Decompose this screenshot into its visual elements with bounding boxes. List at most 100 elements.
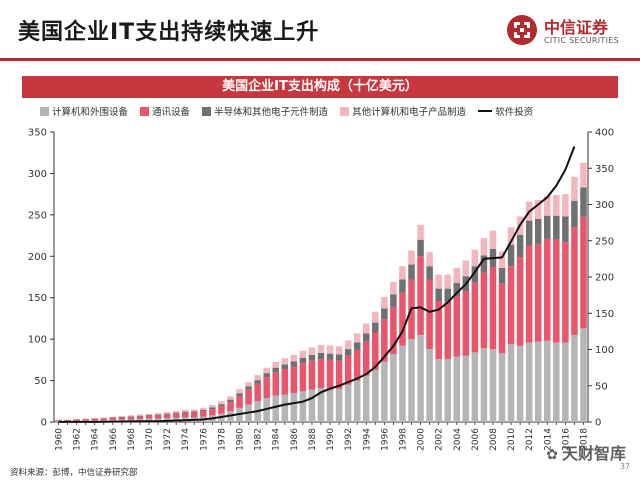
bar-segment-series-1 bbox=[181, 412, 189, 418]
page-number: 37 bbox=[619, 462, 630, 471]
watermark-text: 天财智库 bbox=[561, 444, 626, 463]
bar-segment-series-1 bbox=[236, 396, 243, 408]
y-left-tick-label: 300 bbox=[28, 169, 47, 180]
x-tick-label: 2006 bbox=[471, 428, 481, 451]
bar-segment-series-0 bbox=[553, 342, 560, 422]
bar-segment-series-1 bbox=[489, 267, 497, 350]
bar-segment-series-0 bbox=[326, 389, 334, 422]
bar-segment-series-1 bbox=[399, 292, 406, 346]
page-title: 美国企业IT支出持续快速上升 bbox=[18, 20, 320, 45]
y-left-tick-label: 100 bbox=[28, 335, 47, 346]
legend-label-computers: 计算机和外围设备 bbox=[52, 107, 129, 118]
bar-segment-series-1 bbox=[453, 296, 461, 357]
bar-segment-series-3 bbox=[127, 415, 135, 417]
bar-segment-series-1 bbox=[507, 266, 515, 345]
bar-segment-series-3 bbox=[417, 224, 424, 240]
y-right-tick-label: 50 bbox=[595, 381, 608, 392]
bar-segment-series-0 bbox=[417, 335, 424, 422]
bar-segment-series-1 bbox=[525, 245, 533, 343]
bar-segment-series-3 bbox=[562, 194, 569, 217]
bar-segment-series-3 bbox=[544, 195, 551, 216]
bar-segment-series-3 bbox=[444, 274, 451, 289]
bar-segment-series-0 bbox=[534, 341, 542, 422]
watermark: ✿ 天财智库 bbox=[546, 440, 626, 464]
y-right-tick-label: 350 bbox=[595, 164, 614, 175]
legend-label-software: 软件投资 bbox=[495, 107, 534, 118]
x-tick-label: 1990 bbox=[326, 428, 336, 451]
bar-segment-series-1 bbox=[480, 272, 488, 349]
legend-item-communications: 通讯设备 bbox=[140, 104, 190, 118]
bar-segment-series-3 bbox=[435, 274, 442, 289]
bar-segment-series-1 bbox=[272, 372, 280, 396]
x-tick-label: 1984 bbox=[272, 428, 282, 451]
bar-segment-series-0 bbox=[227, 411, 234, 422]
bar-segment-series-0 bbox=[444, 359, 451, 422]
bar-segment-series-1 bbox=[471, 282, 479, 353]
legend-item-other-electronics: 其他计算机和电子产品制造 bbox=[340, 104, 466, 118]
bar-segment-series-2 bbox=[525, 220, 533, 246]
bar-segment-series-1 bbox=[353, 349, 361, 381]
bar-segment-series-2 bbox=[408, 264, 415, 280]
bar-segment-series-3 bbox=[326, 345, 334, 354]
bar-segment-series-0 bbox=[462, 355, 470, 422]
y-left-tick-label: 350 bbox=[28, 128, 47, 139]
bar-segment-series-2 bbox=[181, 411, 189, 413]
bar-segment-series-1 bbox=[390, 306, 397, 355]
bar-segment-series-0 bbox=[507, 344, 515, 422]
x-tick-label: 1994 bbox=[362, 428, 372, 451]
bar-segment-series-1 bbox=[362, 341, 370, 376]
bar-segment-series-2 bbox=[516, 234, 524, 258]
legend-item-computers: 计算机和外围设备 bbox=[40, 104, 128, 118]
bar-segment-series-3 bbox=[498, 251, 506, 268]
bar-segment-series-3 bbox=[290, 354, 298, 362]
bar-segment-series-0 bbox=[525, 342, 533, 422]
bar-segment-series-3 bbox=[181, 409, 189, 412]
bar-segment-series-2 bbox=[118, 416, 126, 418]
bar-segment-series-0 bbox=[498, 353, 506, 422]
x-tick-label: 1988 bbox=[308, 428, 318, 451]
bar-segment-series-3 bbox=[254, 375, 261, 381]
y-right-tick-label: 0 bbox=[595, 418, 601, 429]
bar-segment-series-3 bbox=[317, 344, 325, 353]
bar-segment-series-2 bbox=[227, 399, 234, 403]
bar-segment-series-2 bbox=[381, 308, 388, 320]
bar-segment-series-2 bbox=[335, 354, 343, 361]
bar-segment-series-1 bbox=[82, 419, 89, 421]
bar-segment-series-1 bbox=[426, 279, 433, 350]
bar-segment-series-2 bbox=[498, 267, 506, 284]
bar-segment-series-2 bbox=[534, 219, 542, 244]
bar-segment-series-0 bbox=[580, 328, 587, 422]
bar-segment-series-3 bbox=[453, 267, 461, 283]
bar-segment-series-0 bbox=[55, 421, 62, 422]
bar-segment-series-3 bbox=[191, 409, 198, 412]
bar-segment-series-0 bbox=[372, 369, 379, 422]
bar-segment-series-2 bbox=[200, 409, 207, 412]
bar-segment-series-3 bbox=[245, 382, 252, 387]
bar-segment-series-1 bbox=[381, 319, 388, 362]
bar-segment-series-3 bbox=[172, 410, 180, 413]
x-tick-label: 2012 bbox=[525, 428, 535, 451]
bar-segment-series-2 bbox=[471, 266, 479, 283]
x-tick-label: 1982 bbox=[254, 428, 264, 451]
x-tick-label: 1960 bbox=[55, 428, 65, 451]
bar-segment-series-1 bbox=[308, 360, 316, 390]
bar-segment-series-0 bbox=[471, 352, 479, 422]
bar-segment-series-1 bbox=[200, 411, 207, 417]
bar-segment-series-2 bbox=[127, 416, 135, 418]
bar-segment-series-2 bbox=[191, 411, 198, 413]
bar-segment-series-1 bbox=[317, 359, 325, 389]
bar-segment-series-0 bbox=[390, 354, 397, 422]
bar-segment-series-2 bbox=[145, 414, 153, 416]
chart-legend: 计算机和外围设备 通讯设备 半导体和其他电子元件制造 其他计算机和电子产品制造 … bbox=[40, 104, 640, 120]
bar-segment-series-2 bbox=[317, 352, 325, 360]
bar-segment-series-2 bbox=[290, 361, 298, 367]
y-right-tick-label: 250 bbox=[595, 236, 614, 247]
logo-name-en: CITIC SECURITIES bbox=[544, 36, 619, 45]
y-right-tick-label: 400 bbox=[595, 128, 614, 139]
bar-segment-series-3 bbox=[480, 238, 488, 256]
bar-segment-series-1 bbox=[344, 355, 352, 385]
x-tick-label: 1996 bbox=[380, 428, 390, 451]
bar-segment-series-3 bbox=[553, 194, 560, 216]
bar-segment-series-2 bbox=[435, 288, 442, 302]
